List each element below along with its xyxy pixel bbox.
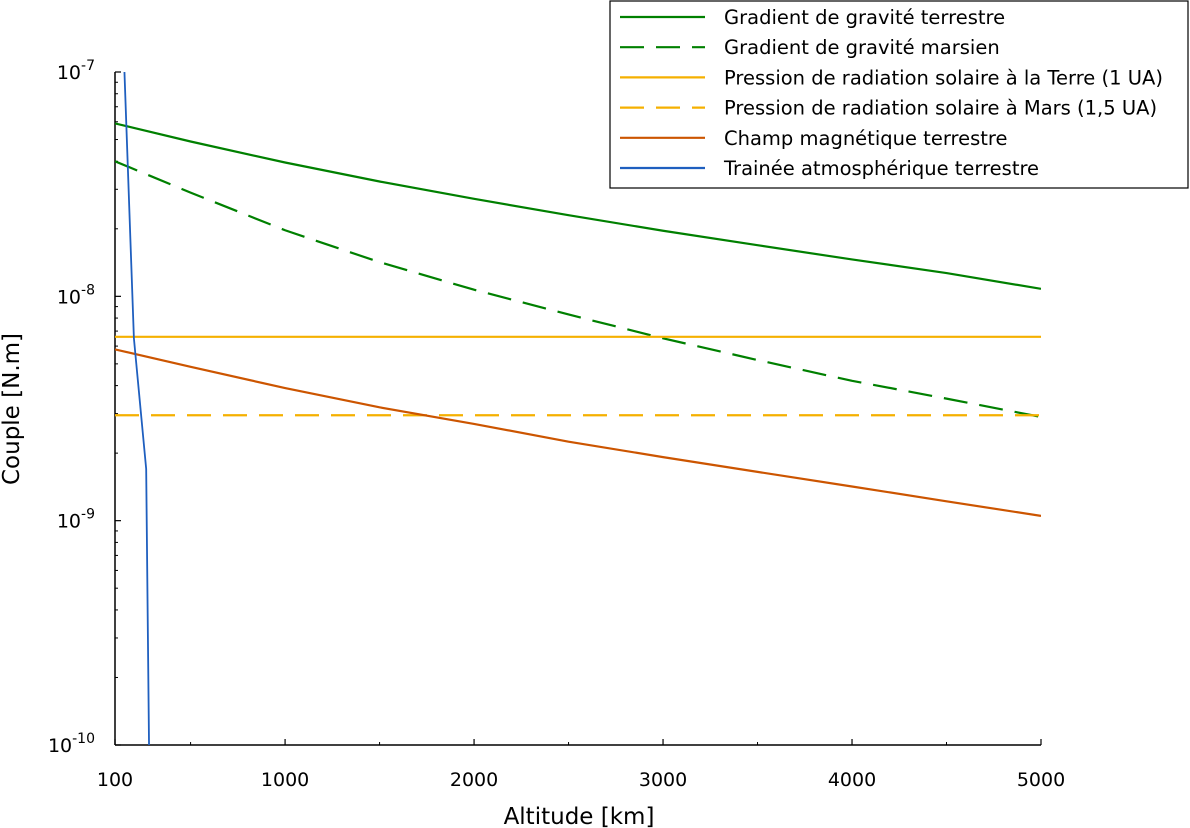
- legend-label-5: Champ magnétique terrestre: [724, 127, 1007, 150]
- x-tick-label: 3000: [639, 769, 687, 791]
- legend-label-4: Pression de radiation solaire à Mars (1,…: [724, 97, 1157, 120]
- y-tick-exponent: -9: [81, 507, 95, 523]
- x-tick-label: 2000: [450, 769, 498, 791]
- y-tick-label: 10-8: [57, 282, 95, 308]
- legend: Gradient de gravité terrestre Gradient de…: [609, 0, 1189, 189]
- series-line-6: [123, 72, 150, 745]
- legend-box: [609, 0, 1189, 189]
- y-tick-base: 10: [57, 511, 81, 533]
- x-axis-title: Altitude [km]: [504, 804, 655, 828]
- y-tick-exponent: -10: [72, 731, 95, 747]
- x-tick-label: 4000: [828, 769, 876, 791]
- y-tick-label: 10-10: [48, 731, 95, 757]
- series-line-2: [115, 160, 1041, 419]
- y-tick-base: 10: [57, 62, 81, 84]
- series-line-5: [115, 348, 1041, 517]
- y-tick-exponent: -7: [81, 58, 95, 74]
- legend-label-1: Gradient de gravité terrestre: [724, 6, 1005, 29]
- legend-label-2: Gradient de gravité marsien: [724, 36, 1000, 59]
- y-tick-base: 10: [48, 735, 72, 757]
- legend-label-6: Trainée atmosphérique terrestre: [723, 157, 1039, 180]
- y-tick-base: 10: [57, 286, 81, 308]
- y-tick-label: 10-9: [57, 507, 95, 533]
- x-tick-label: 1000: [261, 769, 309, 791]
- legend-label-3: Pression de radiation solaire à la Terre…: [724, 66, 1163, 89]
- series-line-1: [115, 122, 1041, 290]
- x-tick-label: 100: [97, 769, 133, 791]
- y-tick-exponent: -8: [81, 282, 95, 298]
- series-layer: [115, 72, 1041, 745]
- x-tick-label: 5000: [1017, 769, 1065, 791]
- y-axis-title: Couple [N.m]: [0, 333, 25, 485]
- y-tick-label: 10-7: [57, 58, 95, 84]
